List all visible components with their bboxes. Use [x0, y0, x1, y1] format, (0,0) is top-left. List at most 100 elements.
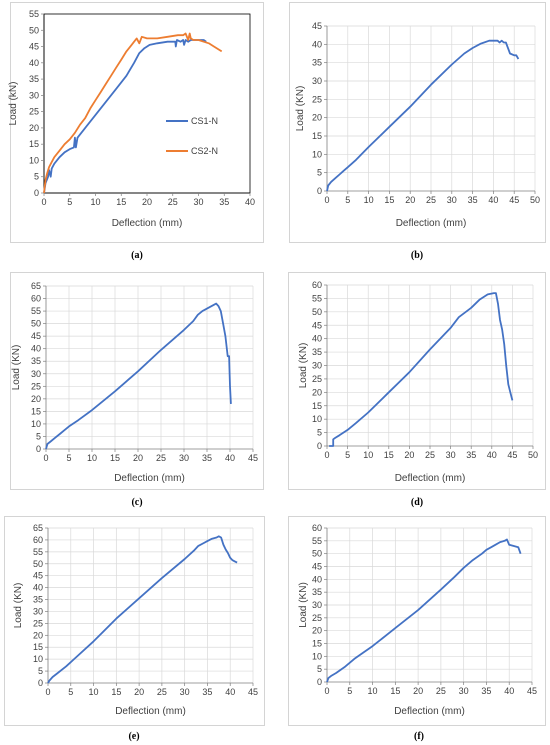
chart-f-y-axis-label: Load (KN) [298, 582, 309, 628]
caption-c: (c) [131, 497, 143, 508]
chart-d-x-tick-label: 15 [384, 450, 394, 460]
panel-box-a [10, 2, 264, 243]
chart-f-x-tick-label: 40 [504, 686, 514, 696]
chart-f-y-tick-label: 50 [312, 549, 322, 559]
chart-a-x-tick-label: 25 [168, 197, 178, 207]
chart-c-x-axis-label: Deflection (mm) [114, 473, 185, 484]
chart-d-y-tick-label: 50 [312, 307, 322, 317]
chart-b-y-tick-label: 35 [312, 58, 322, 68]
chart-f-y-tick-label: 60 [312, 523, 322, 533]
chart-b-y-tick-label: 20 [312, 113, 322, 123]
chart-d-y-tick-label: 5 [317, 428, 322, 438]
chart-c-y-tick-label: 50 [31, 319, 41, 329]
chart-e-x-tick-label: 45 [248, 687, 258, 697]
chart-e-x-tick-label: 20 [134, 687, 144, 697]
chart-e-x-tick-label: 15 [111, 687, 121, 697]
chart-f-x-tick-label: 35 [481, 686, 491, 696]
chart-f-x-tick-label: 20 [413, 686, 423, 696]
chart-a-y-tick-label: 30 [29, 90, 39, 100]
chart-e-y-tick-label: 10 [33, 654, 43, 664]
chart-b-x-tick-label: 20 [405, 195, 415, 205]
chart-e-y-tick-label: 45 [33, 571, 43, 581]
chart-a-y-tick-label: 40 [29, 58, 39, 68]
chart-d-x-tick-label: 40 [487, 450, 497, 460]
chart-c-y-tick-label: 30 [31, 369, 41, 379]
chart-d-x-tick-label: 0 [324, 450, 329, 460]
chart-c-y-tick-label: 35 [31, 356, 41, 366]
chart-e-x-tick-label: 30 [180, 687, 190, 697]
chart-b-y-tick-label: 30 [312, 76, 322, 86]
chart-b-x-tick-label: 30 [447, 195, 457, 205]
chart-a-x-tick-label: 5 [67, 197, 72, 207]
chart-a-x-axis-label: Deflection (mm) [112, 218, 183, 229]
chart-b-x-tick-label: 35 [468, 195, 478, 205]
chart-e-y-tick-label: 30 [33, 606, 43, 616]
chart-e-y-axis-label: Load (KN) [13, 583, 24, 629]
chart-e-y-tick-label: 15 [33, 642, 43, 652]
chart-b-y-tick-label: 15 [312, 131, 322, 141]
chart-a-y-tick-label: 20 [29, 123, 39, 133]
chart-e-y-tick-label: 50 [33, 559, 43, 569]
chart-c-x-tick-label: 40 [225, 453, 235, 463]
chart-f-y-tick-label: 15 [312, 639, 322, 649]
chart-e-series-line-0 [47, 535, 238, 684]
chart-b-y-tick-label: 45 [312, 21, 322, 31]
chart-c-x-tick-label: 35 [202, 453, 212, 463]
chart-b-x-tick-label: 25 [426, 195, 436, 205]
chart-f-x-axis-label: Deflection (mm) [394, 706, 465, 717]
chart-c-y-tick-label: 55 [31, 306, 41, 316]
chart-c-y-tick-label: 15 [31, 406, 41, 416]
chart-f-x-tick-label: 45 [527, 686, 537, 696]
chart-f-y-tick-label: 0 [317, 677, 322, 687]
chart-d-x-tick-label: 10 [363, 450, 373, 460]
chart-d-series-line-0 [329, 292, 514, 447]
chart-c-y-tick-label: 0 [36, 444, 41, 454]
caption-f: (f) [414, 731, 424, 742]
chart-e-x-tick-label: 5 [68, 687, 73, 697]
chart-b-y-axis-label: Load (KN) [295, 86, 306, 132]
chart-e-y-tick-label: 20 [33, 630, 43, 640]
chart-d-y-tick-label: 15 [312, 401, 322, 411]
chart-e-x-tick-label: 0 [45, 687, 50, 697]
chart-d-y-tick-label: 40 [312, 334, 322, 344]
chart-e-y-tick-label: 25 [33, 618, 43, 628]
chart-d-x-tick-label: 30 [446, 450, 456, 460]
chart-a-series-line-cs2-n [43, 32, 223, 194]
chart-e-x-tick-label: 10 [89, 687, 99, 697]
chart-a-x-tick-label: 35 [219, 197, 229, 207]
chart-d-x-tick-label: 25 [425, 450, 435, 460]
chart-b-x-tick-label: 15 [384, 195, 394, 205]
chart-e-x-tick-label: 35 [202, 687, 212, 697]
chart-f-y-tick-label: 45 [312, 562, 322, 572]
chart-f-y-tick-label: 5 [317, 664, 322, 674]
chart-d-y-tick-label: 55 [312, 293, 322, 303]
chart-d-y-tick-label: 30 [312, 361, 322, 371]
chart-a-x-tick-label: 15 [116, 197, 126, 207]
chart-a-y-tick-label: 45 [29, 42, 39, 52]
chart-d-y-axis-label: Load (KN) [298, 343, 309, 389]
chart-e-y-tick-label: 65 [33, 523, 43, 533]
chart-b-series-line-0 [326, 39, 520, 192]
chart-e-y-tick-label: 60 [33, 535, 43, 545]
chart-c-y-tick-label: 65 [31, 281, 41, 291]
chart-d-y-tick-label: 0 [317, 441, 322, 451]
chart-a-x-tick-label: 20 [142, 197, 152, 207]
panel-box-f [288, 516, 546, 726]
chart-c-y-tick-label: 45 [31, 331, 41, 341]
chart-a-legend-label: CS2-N [191, 146, 218, 156]
chart-c-x-tick-label: 15 [110, 453, 120, 463]
chart-c-y-tick-label: 20 [31, 394, 41, 404]
chart-c-x-tick-label: 45 [248, 453, 258, 463]
chart-e-y-tick-label: 35 [33, 595, 43, 605]
chart-f-y-tick-label: 55 [312, 536, 322, 546]
chart-d-x-tick-label: 50 [528, 450, 538, 460]
chart-c-y-tick-label: 5 [36, 431, 41, 441]
chart-c-x-tick-label: 0 [43, 453, 48, 463]
chart-a-x-tick-label: 40 [245, 197, 255, 207]
chart-d-x-tick-label: 45 [507, 450, 517, 460]
chart-b-x-tick-label: 0 [324, 195, 329, 205]
chart-b-x-tick-label: 5 [345, 195, 350, 205]
chart-a-y-tick-label: 0 [34, 188, 39, 198]
chart-a-series-line-cs1-n [43, 39, 207, 194]
chart-f-x-tick-label: 10 [368, 686, 378, 696]
